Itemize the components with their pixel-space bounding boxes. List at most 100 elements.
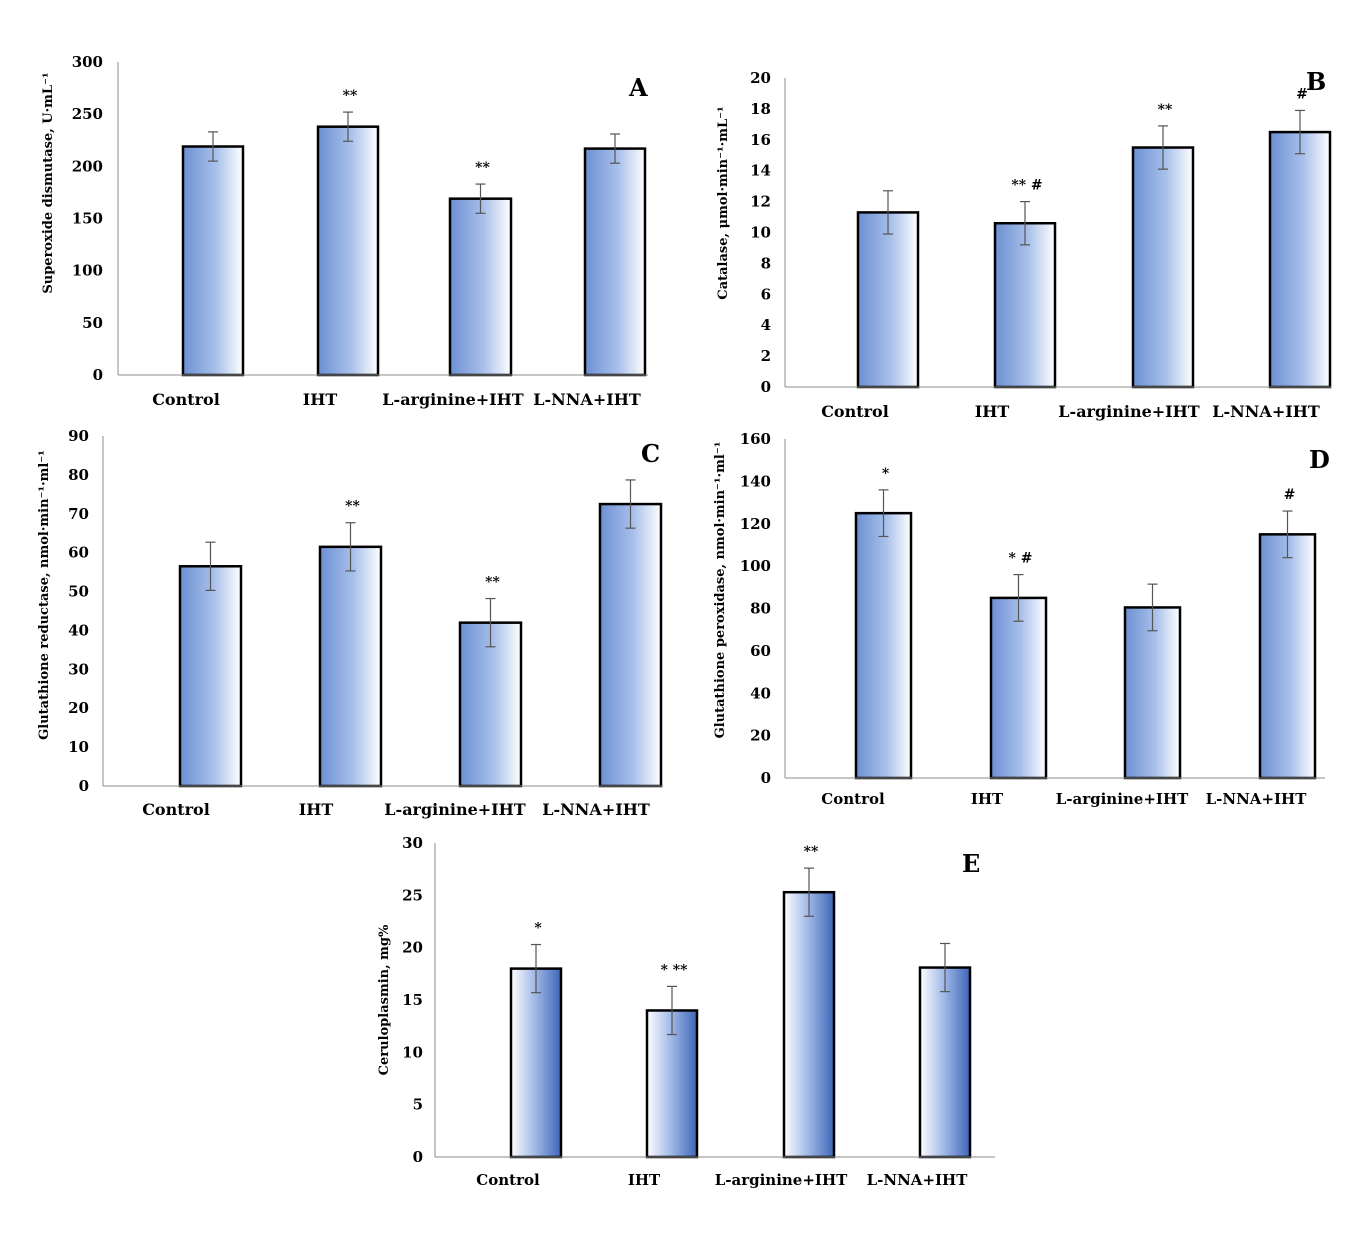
bar (181, 145, 245, 377)
y-axis-label: Glutathione peroxidase, nmol·min⁻¹·ml⁻¹ (713, 442, 728, 739)
y-tick-label: 60 (68, 544, 89, 562)
bar (1131, 146, 1195, 389)
x-tick-label: L-arginine+IHT (1058, 402, 1199, 421)
y-tick-label: 160 (740, 430, 771, 448)
y-tick-label: 250 (72, 105, 103, 123)
x-tick-label: L-arginine+IHT (715, 1171, 848, 1189)
error-bar (1147, 583, 1158, 632)
bar (854, 511, 913, 780)
bar (856, 211, 920, 389)
x-tick-label: Control (821, 402, 889, 421)
chart-panel-d: D Glutathione peroxidase, nmol·min⁻¹·ml⁻… (713, 430, 1330, 808)
y-tick-label: 0 (761, 378, 771, 396)
y-tick-label: 0 (79, 777, 89, 795)
y-tick-label: 20 (68, 699, 89, 717)
error-bar (1295, 109, 1305, 155)
x-ticks: Control IHT L-arginine+IHT L-NNA+IHT (152, 390, 641, 409)
bar (598, 502, 663, 788)
y-tick-label: 12 (750, 193, 771, 211)
bars: ** ** (178, 479, 663, 788)
y-tick-label: 50 (82, 314, 103, 332)
bar (782, 890, 836, 1159)
bar (448, 197, 513, 377)
y-axis-label: Superoxide dismutase, U·mL⁻¹ (41, 72, 56, 293)
bar (318, 545, 383, 788)
y-tick-label: 2 (761, 347, 771, 365)
y-tick-label: 14 (750, 162, 771, 180)
x-ticks: Control IHT L-arginine+IHT L-NNA+IHT (821, 790, 1307, 808)
significance-label: ** (475, 160, 490, 176)
y-tick-label: 200 (72, 157, 103, 175)
error-bar (1282, 510, 1293, 559)
significance-label: * ** (661, 962, 689, 978)
y-tick-label: 30 (68, 660, 89, 678)
x-tick-label: L-arginine+IHT (1056, 790, 1189, 808)
y-tick-label: 90 (68, 427, 89, 445)
significance-label: * (534, 921, 542, 937)
bars: * * # # (854, 466, 1317, 780)
error-bar (485, 597, 496, 648)
y-tick-label: 20 (402, 939, 423, 957)
y-tick-label: 50 (68, 583, 89, 601)
panel-letter: C (641, 439, 660, 468)
x-tick-label: L-NNA+IHT (1206, 790, 1308, 808)
error-bar (804, 867, 814, 917)
y-tick-label: 16 (750, 131, 771, 149)
bar (1123, 606, 1182, 780)
significance-label: ** (1158, 102, 1173, 118)
x-tick-label: L-NNA+IHT (542, 800, 650, 819)
y-tick-label: 70 (68, 505, 89, 523)
x-tick-label: IHT (975, 402, 1010, 421)
y-tick-label: 100 (740, 557, 771, 575)
y-tick-label: 0 (761, 769, 771, 787)
x-ticks: Control IHT L-arginine+IHT L-NNA+IHT (142, 800, 650, 819)
bar (583, 147, 647, 377)
y-tick-label: 15 (402, 991, 423, 1009)
y-tick-label: 10 (402, 1043, 423, 1061)
x-tick-label: IHT (303, 390, 338, 409)
x-tick-label: L-NNA+IHT (867, 1171, 969, 1189)
y-ticks: 0 2 4 6 8 10 12 14 16 18 20 (750, 69, 771, 396)
x-tick-label: L-NNA+IHT (533, 390, 641, 409)
panel-letter: E (962, 849, 980, 878)
y-tick-label: 40 (750, 684, 771, 702)
y-tick-label: 140 (740, 472, 771, 490)
error-bar (205, 541, 216, 591)
bars: ** ** (181, 88, 647, 377)
y-tick-label: 10 (750, 224, 771, 242)
bars: ** # ** # (856, 86, 1332, 389)
x-tick-label: Control (821, 790, 885, 808)
y-tick-label: 60 (750, 642, 771, 660)
bar (1258, 533, 1317, 780)
x-tick-label: L-arginine+IHT (384, 800, 525, 819)
y-tick-label: 20 (750, 69, 771, 87)
y-tick-label: 4 (761, 316, 771, 334)
error-bar (610, 133, 620, 164)
chart-panel-a: A Superoxide dismutase, U·mL⁻¹ 0 50 100 150… (41, 53, 648, 409)
y-tick-label: 300 (72, 53, 103, 71)
x-tick-label: L-arginine+IHT (382, 390, 523, 409)
panel-letter: B (1306, 67, 1326, 96)
error-bar (1020, 201, 1030, 246)
y-tick-label: 5 (413, 1096, 423, 1114)
chart-panel-b: B Catalase, μmol·min⁻¹·mL⁻¹ 0 2 4 6 8 10 12 14 1… (716, 67, 1332, 421)
error-bar (531, 943, 541, 994)
significance-label: ** (345, 499, 360, 515)
y-ticks: 0 50 100 150 200 250 300 (72, 53, 103, 384)
error-bar (343, 111, 353, 142)
y-axis-label: Glutathione reductase, nmol·min⁻¹·ml⁻¹ (37, 450, 52, 740)
x-tick-label: IHT (299, 800, 334, 819)
y-ticks: 0 5 10 15 20 25 30 (402, 834, 423, 1166)
y-tick-label: 6 (761, 285, 771, 303)
y-tick-label: 80 (68, 466, 89, 484)
bar (509, 967, 563, 1159)
y-tick-label: 40 (68, 621, 89, 639)
y-ticks: 0 10 20 30 40 50 60 70 80 90 (68, 427, 89, 795)
y-axis-label: Ceruloplasmin, mg% (377, 924, 392, 1075)
error-bar (883, 190, 893, 235)
y-tick-label: 0 (93, 366, 103, 384)
y-tick-label: 100 (72, 262, 103, 280)
y-tick-label: 20 (750, 727, 771, 745)
error-bar (1013, 573, 1024, 622)
